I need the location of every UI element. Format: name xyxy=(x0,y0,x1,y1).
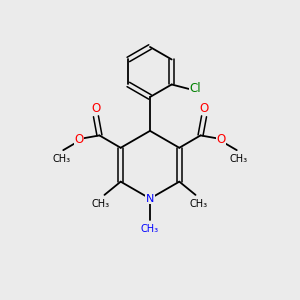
Text: O: O xyxy=(91,101,101,115)
Text: O: O xyxy=(200,101,209,115)
Text: N: N xyxy=(146,194,154,204)
Text: O: O xyxy=(216,133,226,146)
Text: CH₃: CH₃ xyxy=(229,154,247,164)
Text: O: O xyxy=(74,133,84,146)
Text: CH₃: CH₃ xyxy=(190,199,208,209)
Text: CH₃: CH₃ xyxy=(92,199,110,209)
Text: CH₃: CH₃ xyxy=(141,224,159,234)
Text: CH₃: CH₃ xyxy=(53,154,71,164)
Text: Cl: Cl xyxy=(189,82,201,95)
